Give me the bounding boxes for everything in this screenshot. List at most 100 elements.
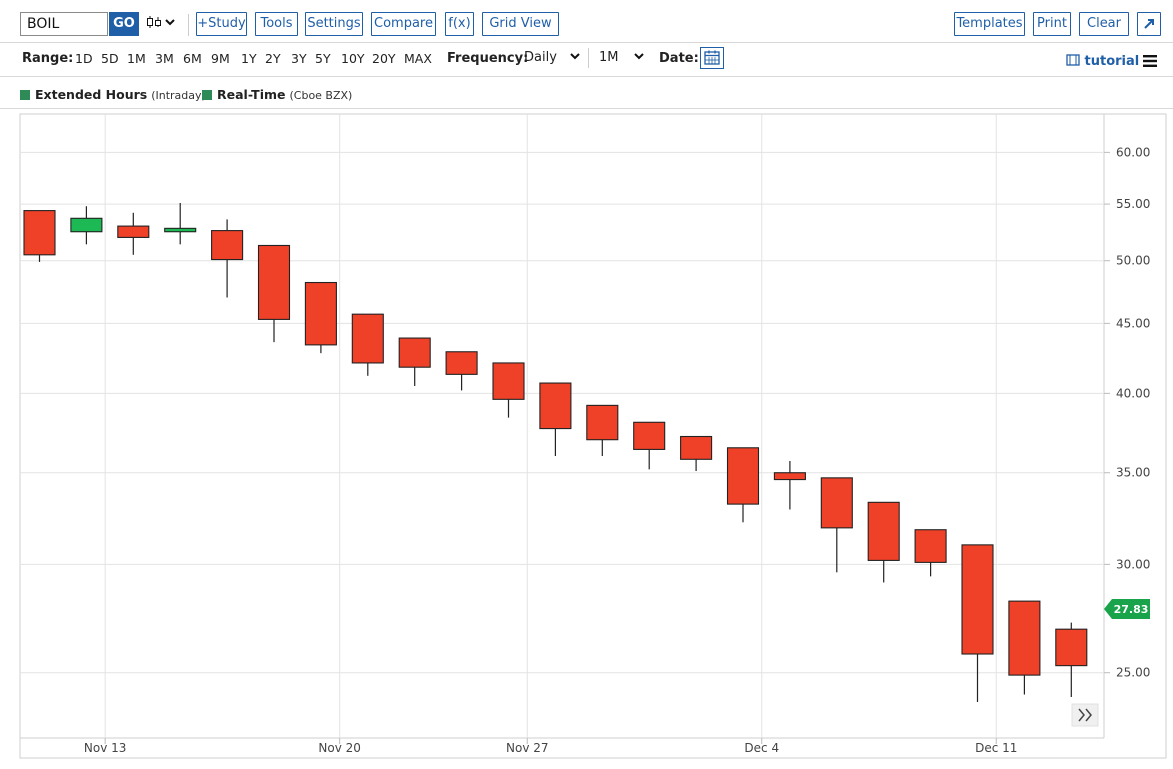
range-5y[interactable]: 5Y: [315, 51, 331, 66]
range-5d[interactable]: 5D: [101, 51, 119, 66]
candle[interactable]: [680, 435, 713, 472]
x-tick-label: Dec 4: [744, 741, 779, 755]
candle[interactable]: [1008, 600, 1041, 695]
go-button[interactable]: GO: [109, 12, 139, 36]
grid-view-button[interactable]: Grid View: [482, 12, 559, 36]
settings-button[interactable]: Settings: [305, 12, 363, 36]
candle[interactable]: [539, 382, 572, 456]
candle[interactable]: [867, 501, 900, 583]
candle[interactable]: [211, 219, 244, 298]
frequency-value: Daily: [524, 50, 557, 65]
candle[interactable]: [633, 421, 666, 470]
range-max[interactable]: MAX: [404, 51, 432, 66]
y-tick-label: 45.00: [1116, 316, 1150, 330]
candles: [23, 202, 1088, 702]
candle-body: [1008, 600, 1041, 676]
double-chevron-right-icon: [1078, 708, 1085, 722]
candle[interactable]: [492, 362, 525, 418]
candle-body: [445, 351, 478, 375]
frequency-select[interactable]: Daily: [524, 50, 581, 65]
chart-type-selector[interactable]: [146, 15, 178, 32]
chevron-down-icon: [633, 53, 644, 60]
top-toolbar: BOIL GO +Study Tools Settings Compare f(…: [0, 0, 1173, 43]
candle-body: [211, 230, 244, 261]
tools-button[interactable]: Tools: [255, 12, 298, 36]
chevron-down-icon: [570, 53, 580, 60]
toolbar-divider: [188, 14, 189, 36]
candle-body: [867, 501, 900, 561]
date-label: Date:: [659, 51, 699, 66]
range-1m[interactable]: 1M: [127, 51, 146, 66]
range-6m[interactable]: 6M: [183, 51, 202, 66]
candle-body: [726, 447, 760, 505]
candle[interactable]: [351, 313, 384, 376]
candle-body: [351, 313, 384, 364]
print-button[interactable]: Print: [1033, 12, 1071, 36]
candle[interactable]: [586, 404, 619, 456]
candle-body: [164, 227, 197, 233]
interval-select[interactable]: 1M: [599, 50, 645, 65]
candle-body: [398, 337, 431, 368]
range-1y[interactable]: 1Y: [241, 51, 257, 66]
x-tick-label: Nov 20: [318, 741, 361, 755]
candle[interactable]: [820, 477, 853, 573]
candle[interactable]: [164, 202, 197, 245]
candle[interactable]: [398, 337, 431, 386]
expand-button[interactable]: [1137, 12, 1161, 36]
y-tick-label: 55.00: [1116, 197, 1150, 211]
y-tick-label: 50.00: [1116, 254, 1150, 268]
legend-real-time[interactable]: Real-Time (Cboe BZX): [202, 87, 352, 102]
y-tick-label: 25.00: [1116, 666, 1150, 680]
candle[interactable]: [961, 544, 994, 702]
candle-body: [1055, 628, 1088, 667]
candle-body: [680, 435, 713, 460]
compare-button[interactable]: Compare: [371, 12, 436, 36]
candle-body: [539, 382, 572, 430]
templates-button[interactable]: Templates: [954, 12, 1025, 36]
legend-extended-sub: (Intraday): [151, 89, 206, 102]
interval-value: 1M: [599, 50, 619, 65]
function-button[interactable]: f(x): [445, 12, 474, 36]
range-1d[interactable]: 1D: [75, 51, 93, 66]
range-9m[interactable]: 9M: [211, 51, 230, 66]
price-chart[interactable]: 25.00 30.00 35.00 40.00 45.00 50.00 55.00 60.00…: [0, 108, 1173, 769]
candle[interactable]: [70, 206, 103, 245]
candle[interactable]: [773, 460, 806, 510]
scroll-forward-button[interactable]: [1071, 703, 1099, 727]
candle[interactable]: [914, 529, 947, 577]
range-3m[interactable]: 3M: [155, 51, 174, 66]
date-picker-button[interactable]: [700, 47, 724, 69]
candle-body: [914, 529, 947, 563]
candle[interactable]: [445, 351, 478, 391]
candle[interactable]: [117, 212, 150, 255]
x-tick-label: Nov 13: [84, 741, 127, 755]
divider: [588, 48, 589, 68]
candle[interactable]: [726, 447, 760, 523]
hamburger-menu-icon[interactable]: [1143, 52, 1157, 71]
tutorial-link[interactable]: tutorial: [1066, 54, 1139, 69]
candle[interactable]: [23, 210, 56, 262]
y-tick-label: 35.00: [1116, 466, 1150, 480]
range-20y[interactable]: 20Y: [372, 51, 396, 66]
expand-icon: [1144, 19, 1154, 29]
candle[interactable]: [257, 244, 291, 343]
candle[interactable]: [1055, 622, 1088, 697]
symbol-input[interactable]: BOIL: [20, 12, 108, 36]
legend-extended-hours[interactable]: Extended Hours (Intraday): [20, 87, 206, 102]
x-gridlines: Nov 13 Nov 20 Nov 27 Dec 4 Dec 11: [84, 114, 1017, 755]
candle[interactable]: [304, 281, 337, 354]
clear-button[interactable]: Clear: [1079, 12, 1129, 36]
add-study-button[interactable]: +Study: [196, 12, 247, 36]
candle-body: [773, 472, 806, 481]
candle-body: [23, 210, 56, 256]
x-tick-label: Nov 27: [506, 741, 549, 755]
range-10y[interactable]: 10Y: [341, 51, 365, 66]
legend-extended-label: Extended Hours: [35, 87, 148, 102]
legend-bar: Extended Hours (Intraday) Real-Time (Cbo…: [0, 76, 1173, 109]
range-3y[interactable]: 3Y: [291, 51, 307, 66]
legend-realtime-label: Real-Time: [217, 87, 286, 102]
range-bar: Range: 1D 5D 1M 3M 6M 9M 1Y 2Y 3Y 5Y 10Y…: [0, 42, 1173, 77]
y-tick-label: 40.00: [1116, 386, 1150, 400]
y-tick-label: 30.00: [1116, 557, 1150, 571]
range-2y[interactable]: 2Y: [265, 51, 281, 66]
